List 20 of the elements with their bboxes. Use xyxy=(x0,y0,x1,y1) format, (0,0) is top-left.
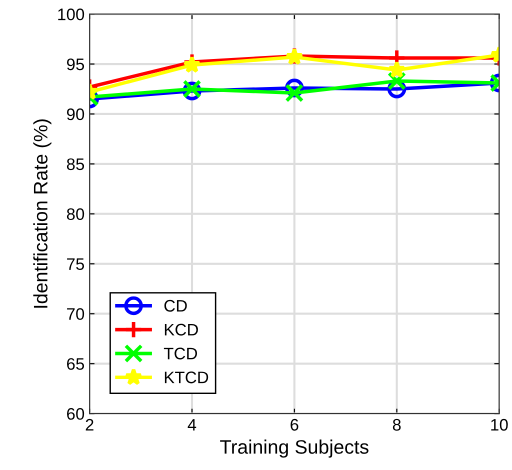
y-tick-label: 95 xyxy=(66,58,84,70)
x-tick-label: 8 xyxy=(392,418,401,431)
legend-label: TCD xyxy=(164,348,198,360)
y-tick-label: 75 xyxy=(67,258,84,270)
x-tick-label: 2 xyxy=(86,418,94,431)
y-tick-label: 90 xyxy=(66,108,84,120)
x-tick-label: 10 xyxy=(491,418,508,431)
x-axis-title: Training Subjects xyxy=(220,440,368,458)
y-tick-label: 70 xyxy=(67,308,84,320)
x-tick-label: 4 xyxy=(188,419,196,431)
y-tick-label: 65 xyxy=(67,358,84,370)
legend-label: KCD xyxy=(164,324,198,336)
legend-label: KTCD xyxy=(164,372,208,384)
y-tick-label: 100 xyxy=(58,8,84,20)
y-axis-title: Identification Rate (%) xyxy=(33,119,52,308)
x-tick-label: 6 xyxy=(290,418,298,431)
y-tick-label: 60 xyxy=(67,408,84,420)
legend-label: CD xyxy=(164,300,187,312)
y-tick-label: 85 xyxy=(66,158,84,170)
y-tick-label: 80 xyxy=(66,208,84,220)
